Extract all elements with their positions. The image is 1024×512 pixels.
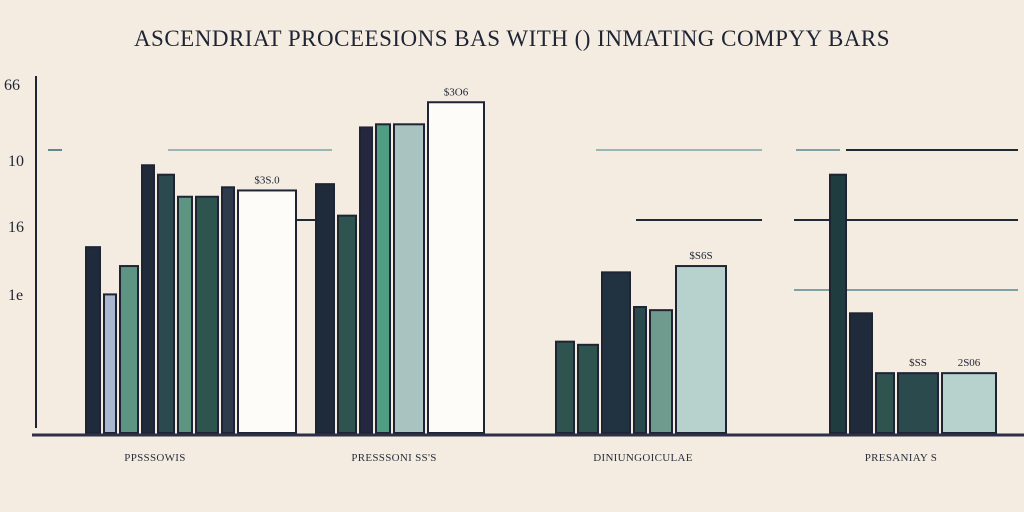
bar (649, 309, 673, 434)
bar (237, 189, 297, 434)
y-tick-label: 10 (8, 153, 24, 170)
bar (221, 186, 235, 434)
category-label: PPSSSOWIS (124, 452, 185, 464)
bar (337, 214, 357, 434)
bar (119, 265, 139, 434)
guide-lines (48, 149, 1018, 291)
bar (555, 340, 575, 434)
bar (633, 306, 647, 434)
bar (85, 246, 101, 434)
bar (141, 164, 155, 434)
bar (177, 195, 193, 434)
y-tick-label: 66 (4, 77, 20, 94)
category-label: PRESANIAY S (865, 452, 937, 464)
bar-data-label: 2S06 (958, 357, 981, 369)
y-tick-label: 16 (8, 219, 24, 236)
bar-data-label: $S6S (689, 250, 712, 262)
bar (675, 265, 727, 434)
bar (897, 372, 939, 434)
bars-group: $3S.0 $3O6 $S6S $SS 2S06 (85, 86, 997, 435)
y-tick-label: 1e (8, 287, 23, 304)
bar (375, 123, 391, 435)
bar (577, 343, 599, 434)
bar (601, 271, 631, 434)
bar (359, 126, 373, 434)
bar-data-label: $3S.0 (254, 174, 280, 186)
bar (393, 123, 425, 435)
bar-data-label: $3O6 (444, 86, 469, 98)
bar (829, 173, 847, 434)
bar (195, 195, 219, 434)
bar (875, 372, 895, 434)
bar (315, 183, 335, 434)
bar (103, 293, 117, 434)
bar-data-label: $SS (909, 357, 927, 369)
bar (849, 312, 873, 434)
bar (941, 372, 997, 434)
chart-title: ASCENDRIAT PROCEESIONS BAS WITH () INMAT… (133, 26, 891, 51)
bar (157, 173, 175, 434)
category-label: PRESSSONI SS'S (351, 452, 436, 464)
category-label: DINIUNGOICULAE (593, 452, 693, 464)
bar (427, 101, 485, 434)
